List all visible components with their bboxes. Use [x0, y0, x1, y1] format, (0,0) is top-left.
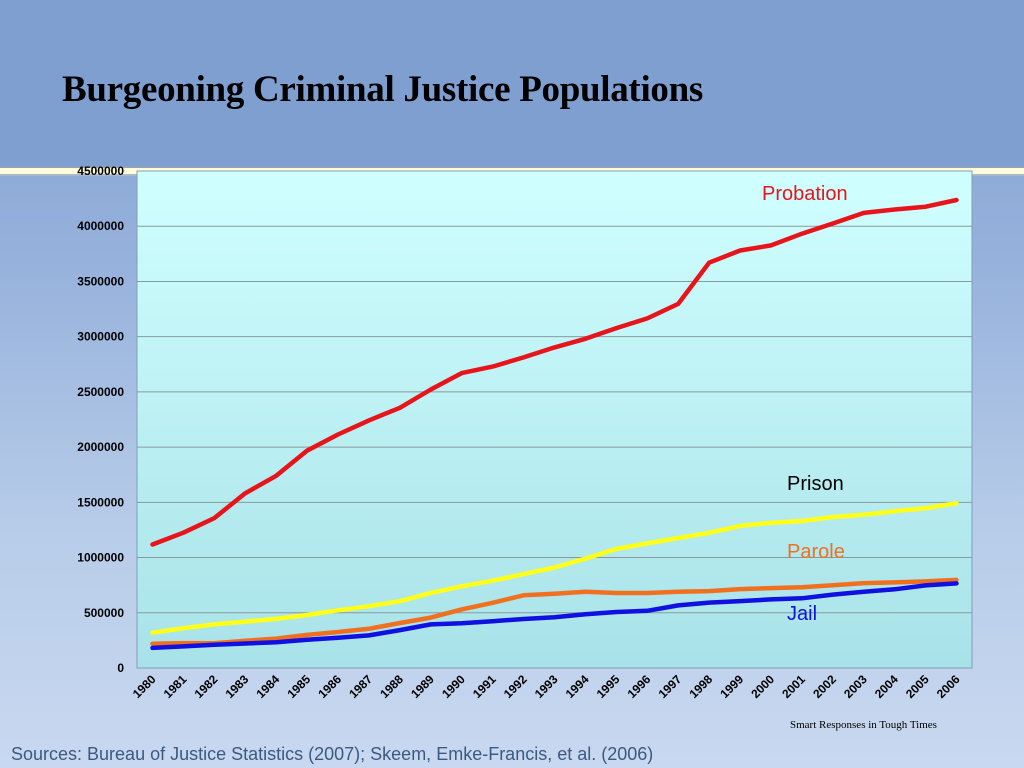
divider-rule	[0, 166, 1024, 168]
y-tick-label: 3500000	[77, 274, 124, 288]
x-tick-label: 2006	[934, 672, 963, 701]
series-line-probation	[150, 197, 959, 547]
x-tick-label: 1991	[470, 672, 499, 701]
x-tick-label: 2001	[779, 672, 808, 701]
x-tick-label: 1981	[161, 672, 190, 701]
x-tick-label: 1988	[377, 672, 406, 701]
y-tick-label: 500000	[84, 606, 124, 620]
x-tick-label: 2005	[903, 672, 932, 701]
y-tick-label: 1500000	[77, 495, 124, 509]
legend-label-probation: Probation	[762, 183, 848, 205]
x-tick-label: 1995	[594, 672, 623, 701]
x-tick-label: 1994	[563, 672, 592, 701]
x-tick-label: 1986	[315, 672, 344, 701]
legend-label-jail: Jail	[787, 603, 817, 625]
series-line-jail	[150, 581, 959, 651]
x-tick-label: 1989	[408, 672, 437, 701]
x-tick-label: 1998	[686, 672, 715, 701]
y-tick-label: 4000000	[77, 219, 124, 233]
x-tick-label: 2000	[748, 672, 777, 701]
y-tick-label: 0	[117, 661, 124, 675]
sources-note: Sources: Bureau of Justice Statistics (2…	[11, 744, 654, 764]
series-line-prison	[150, 500, 959, 635]
x-tick-label: 1983	[223, 672, 252, 701]
y-tick-label: 2000000	[77, 440, 124, 454]
x-tick-label: 1982	[192, 672, 221, 701]
x-tick-label: 1985	[284, 672, 313, 701]
x-tick-label: 2002	[810, 672, 839, 701]
legend-label-prison: Prison	[787, 473, 844, 495]
y-axis-tick-labels: 0 500000 1000000 1500000 2000000 2500000 30000…	[77, 164, 124, 675]
x-tick-label: 1987	[346, 672, 375, 701]
series-line-parole	[150, 577, 959, 646]
x-tick-label: 1992	[501, 672, 530, 701]
y-tick-label: 4500000	[77, 164, 124, 178]
legend-label-parole: Parole	[787, 541, 845, 563]
x-tick-label: 2004	[872, 672, 901, 701]
y-tick-label: 1000000	[77, 551, 124, 565]
x-tick-label: 1980	[130, 672, 159, 701]
y-tick-label: 2500000	[77, 385, 124, 399]
header-band	[0, 0, 1024, 168]
x-axis-tick-labels: 1980 1981 1982 1983 1984 1985 1986 1987 1988 1989…	[130, 672, 963, 701]
x-tick-label: 1999	[717, 672, 746, 701]
gridlines	[137, 225, 972, 614]
slide-title: Burgeoning Criminal Justice Populations	[62, 69, 704, 110]
x-tick-label: 1997	[656, 672, 685, 701]
x-tick-label: 1984	[254, 672, 283, 701]
x-tick-label: 1990	[439, 672, 468, 701]
footer-tagline: Smart Responses in Tough Times	[790, 719, 937, 731]
x-tick-label: 1996	[625, 672, 654, 701]
x-tick-label: 2003	[841, 672, 870, 701]
y-tick-label: 3000000	[77, 330, 124, 344]
x-tick-label: 1993	[532, 672, 561, 701]
series-lines	[150, 197, 959, 651]
